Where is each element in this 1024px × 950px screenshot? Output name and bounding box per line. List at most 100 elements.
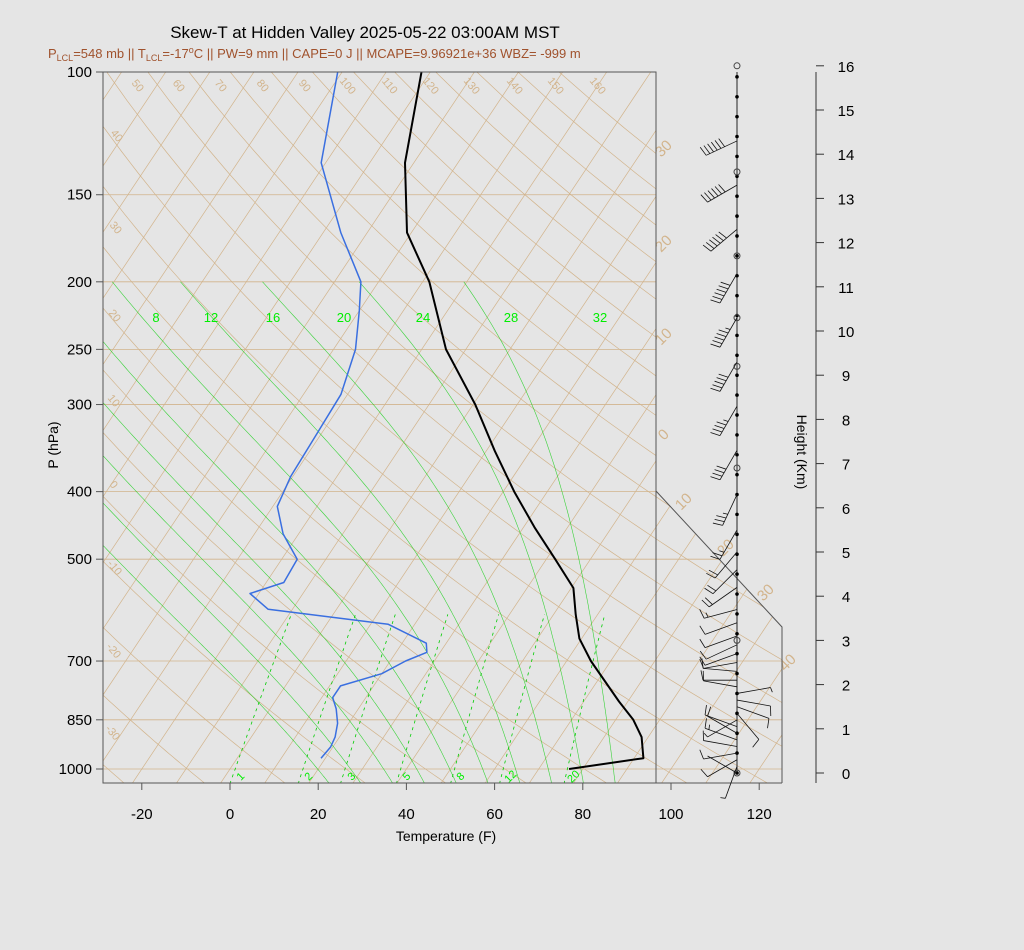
wind-barb-flag [714,518,725,523]
height-tick-label: 14 [838,147,855,164]
y-tick-label: 150 [67,187,92,204]
wind-barb [714,551,738,579]
wind-barb-flag [712,472,723,477]
isotherm-line [175,72,662,783]
wind-barb [703,752,738,760]
level-dot [735,214,739,218]
wind-barb [736,706,770,719]
wind-barb [719,450,738,480]
isotherm-line [103,72,353,783]
wind-barb-flag [716,288,727,293]
wind-barb-flag [707,143,714,153]
dry-adiabat-line [103,72,782,783]
wind-barb [719,361,738,392]
wind-barb-flag [725,327,731,330]
level-dot [735,194,739,198]
level-dot [735,94,739,99]
wind-barb-flag [710,387,721,392]
wind-barb-flag [709,239,718,247]
wind-barb-flag [722,512,728,515]
wind-barb [703,662,738,669]
y-axis-label: P (hPa) [45,421,61,468]
level-dot [735,134,739,139]
height-axis-label: Height (Km) [794,415,810,490]
level-dot [735,234,739,238]
level-dot [735,671,739,676]
mixing-ratio-line [340,614,396,783]
wind-barb-flag [705,612,709,618]
wind-barb-flag [720,797,726,799]
isotherm-line [103,72,530,783]
height-tick-label: 8 [842,412,850,429]
moist-adiabat-label: 12 [204,310,218,325]
level-dot [735,433,739,437]
wind-barb [703,680,738,688]
wind-barb [703,740,738,747]
wind-barb [704,727,738,741]
mixing-ratio-lines [229,614,606,783]
wind-barb [719,317,738,348]
wind-barb [704,635,738,648]
level-dot [735,472,739,477]
isotherm-line [103,72,309,783]
level-dot [735,293,739,298]
wind-barb [704,622,738,635]
wind-barb [708,587,738,608]
wind-barb-flag [710,476,721,481]
wind-barb-flag [716,377,727,382]
height-tick-label: 12 [838,236,855,253]
level-dot [735,631,739,636]
wind-barb-flag [700,194,708,203]
dry-adiabat-line [188,72,782,783]
moist-adiabat-line [112,281,489,783]
wind-barb-flag [699,625,706,635]
level-dot [735,572,739,576]
wind-barb-flag [714,469,725,474]
wind-barb-flag [699,650,707,660]
wind-barb-flag [719,550,725,553]
dry-adiabat-line [103,72,782,783]
isotherm-line [616,72,782,783]
isotherm-line [103,72,486,783]
level-dot [735,174,739,179]
wind-barb-flag [752,739,760,748]
dry-adiabat-line [103,72,769,783]
wind-barb [719,405,738,436]
wind-barb-flag [714,186,722,195]
dry-adiabat-line [106,72,782,783]
wind-barb [706,644,738,660]
chart-title: Skew-T at Hidden Valley 2025-05-22 03:00… [170,23,560,42]
wind-barb [736,713,760,740]
level-ring [733,464,741,472]
isotherm-line [103,72,397,783]
wind-barb [707,719,738,738]
isotherm-line [660,72,782,783]
dewpoint-line [249,72,428,759]
wind-barb-flag [704,597,713,605]
y-tick-label: 500 [67,551,92,568]
moist-adiabat-line [103,281,330,783]
wind-barb-flag [704,718,707,729]
wind-barb-flag [716,421,727,426]
chart-subtitle: PLCL=548 mb || TLCL=-17oC || PW=9 mm || … [48,45,581,63]
level-ring [733,168,741,176]
wind-barb [724,766,738,799]
wind-barb-flag [699,147,707,156]
height-tick-label: 16 [838,59,855,76]
wind-barb-flag [712,340,723,345]
wind-barb-flag [710,555,721,560]
mixing-ratio-line [297,614,356,783]
level-ring [733,252,741,260]
level-ring [733,314,741,322]
moist-adiabat-label: 24 [416,310,430,325]
wind-barb-flag [715,234,724,242]
moist-adiabat-line [358,281,584,783]
wind-barb-flag [708,724,710,730]
y-tick-label: 100 [67,64,92,81]
wind-barb [707,759,738,778]
wind-barb-flag [707,706,712,717]
level-ring [733,636,741,644]
wind-barb-flag [710,432,721,436]
wind-barb [707,184,738,203]
